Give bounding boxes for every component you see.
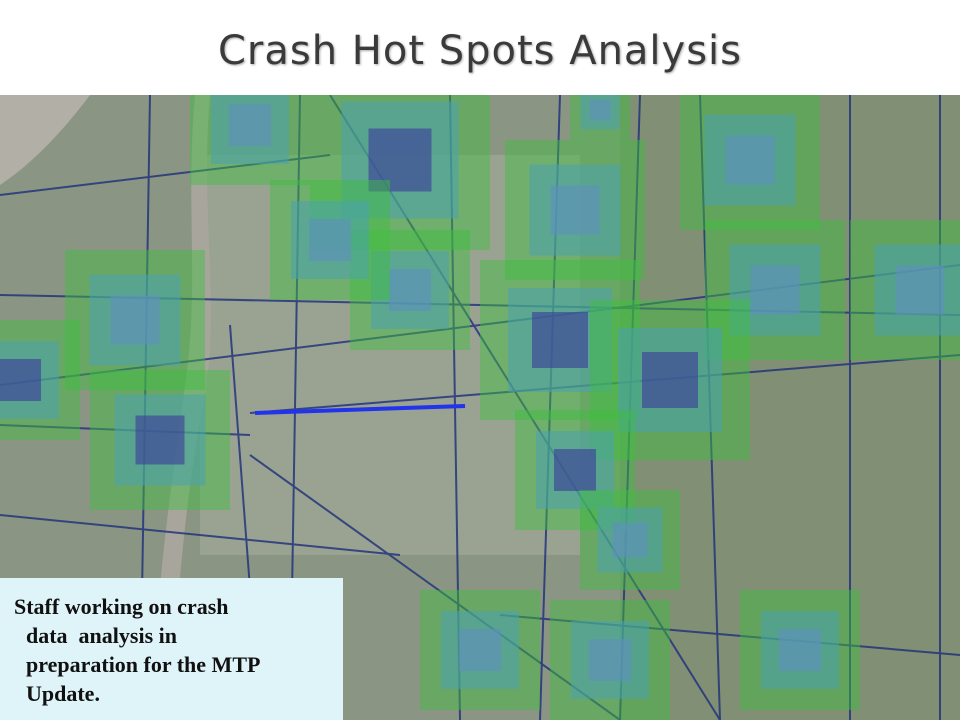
hotspot-core bbox=[725, 135, 775, 185]
hotspot-core bbox=[554, 449, 596, 491]
hotspot-core bbox=[779, 629, 821, 671]
hotspot-core bbox=[110, 295, 160, 345]
map bbox=[0, 95, 960, 720]
hotspot-core bbox=[589, 99, 611, 121]
road bbox=[0, 514, 401, 556]
hotspot-core bbox=[459, 629, 501, 671]
hotspot-core bbox=[612, 522, 648, 558]
caption-box: Staff working on crash data analysis in … bbox=[0, 578, 343, 720]
hotspot-core bbox=[750, 265, 800, 315]
hotspot-core bbox=[229, 104, 271, 146]
road bbox=[249, 454, 621, 720]
hotspot-core bbox=[0, 359, 41, 401]
caption-line: preparation for the MTP bbox=[26, 652, 261, 677]
caption-line: data analysis in bbox=[26, 623, 177, 648]
slide-title: Crash Hot Spots Analysis bbox=[217, 28, 743, 74]
hotspot-core bbox=[368, 128, 432, 192]
hotspot-core bbox=[895, 265, 945, 315]
hotspot-core bbox=[589, 639, 631, 681]
hotspot-core bbox=[550, 185, 600, 235]
caption-line: Staff working on crash bbox=[14, 594, 229, 619]
hotspot-core bbox=[309, 219, 351, 261]
hotspot-core bbox=[532, 312, 588, 368]
hotspot-core bbox=[135, 415, 185, 465]
hotspot-core bbox=[389, 269, 431, 311]
hotspot-core bbox=[642, 352, 698, 408]
caption-line: Update. bbox=[26, 681, 100, 706]
